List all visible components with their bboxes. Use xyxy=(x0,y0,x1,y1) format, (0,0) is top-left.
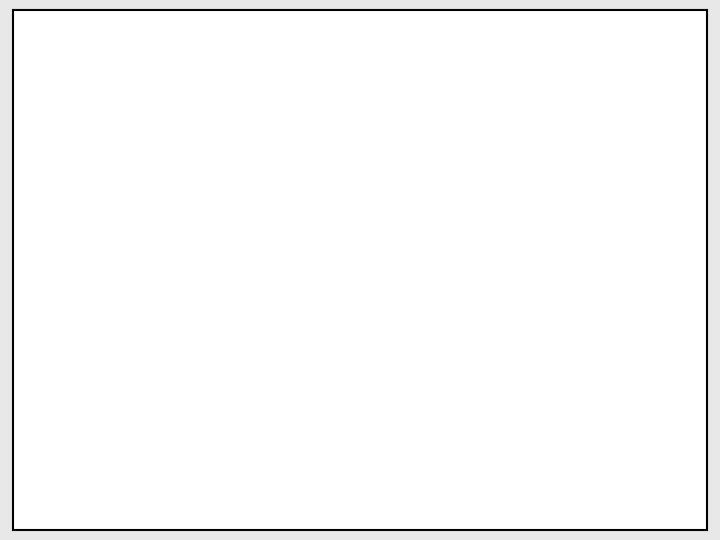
Text: that the: that the xyxy=(505,307,585,325)
Text: Use Case Diagram: Use Case Diagram xyxy=(38,40,464,82)
Text: aspects and business process in the system.: aspects and business process in the syst… xyxy=(78,275,487,293)
Text: relationships: relationships xyxy=(425,385,560,403)
Text: UML Diagrams: UML Diagrams xyxy=(580,510,692,525)
Text: elements and processes that form the system. The: elements and processes that form the sys… xyxy=(48,111,517,129)
Text: the functionality of a system, they capture the functional: the functionality of a system, they capt… xyxy=(78,249,603,267)
Text: perform, and the lines that represent: perform, and the lines that represent xyxy=(78,385,425,403)
Text: the: the xyxy=(78,359,114,377)
Text: primary elements are termed as "actors" and the: primary elements are termed as "actors" … xyxy=(48,137,502,155)
Text: –  UML Use Case Diagrams (: – UML Use Case Diagrams ( xyxy=(55,223,313,241)
Text: between these elements.: between these elements. xyxy=(78,411,311,429)
Text: actors: actors xyxy=(441,307,505,325)
Text: The Use case diagram is used to identify the primary: The Use case diagram is used to identify… xyxy=(48,85,536,103)
Text: system: system xyxy=(500,333,575,351)
Text: , or services, that the system knows how to: , or services, that the system knows how… xyxy=(215,359,616,377)
Text: 10: 10 xyxy=(28,510,48,525)
Text: system you are describing interacts with, the: system you are describing interacts with… xyxy=(78,333,500,351)
Text: itself,: itself, xyxy=(575,333,631,351)
Text: use cases: use cases xyxy=(114,359,215,377)
Text: processes are called "use cases." The Use case diagram: processes are called "use cases." The Us… xyxy=(48,163,564,181)
Text: UCDs: UCDs xyxy=(313,223,368,241)
Text: shows which actors interact with each use case.: shows which actors interact with each us… xyxy=(48,189,492,207)
Text: –  UCDs have only 4 major elements: The: – UCDs have only 4 major elements: The xyxy=(55,307,441,325)
Text: ) can be used to describe: ) can be used to describe xyxy=(368,223,601,241)
